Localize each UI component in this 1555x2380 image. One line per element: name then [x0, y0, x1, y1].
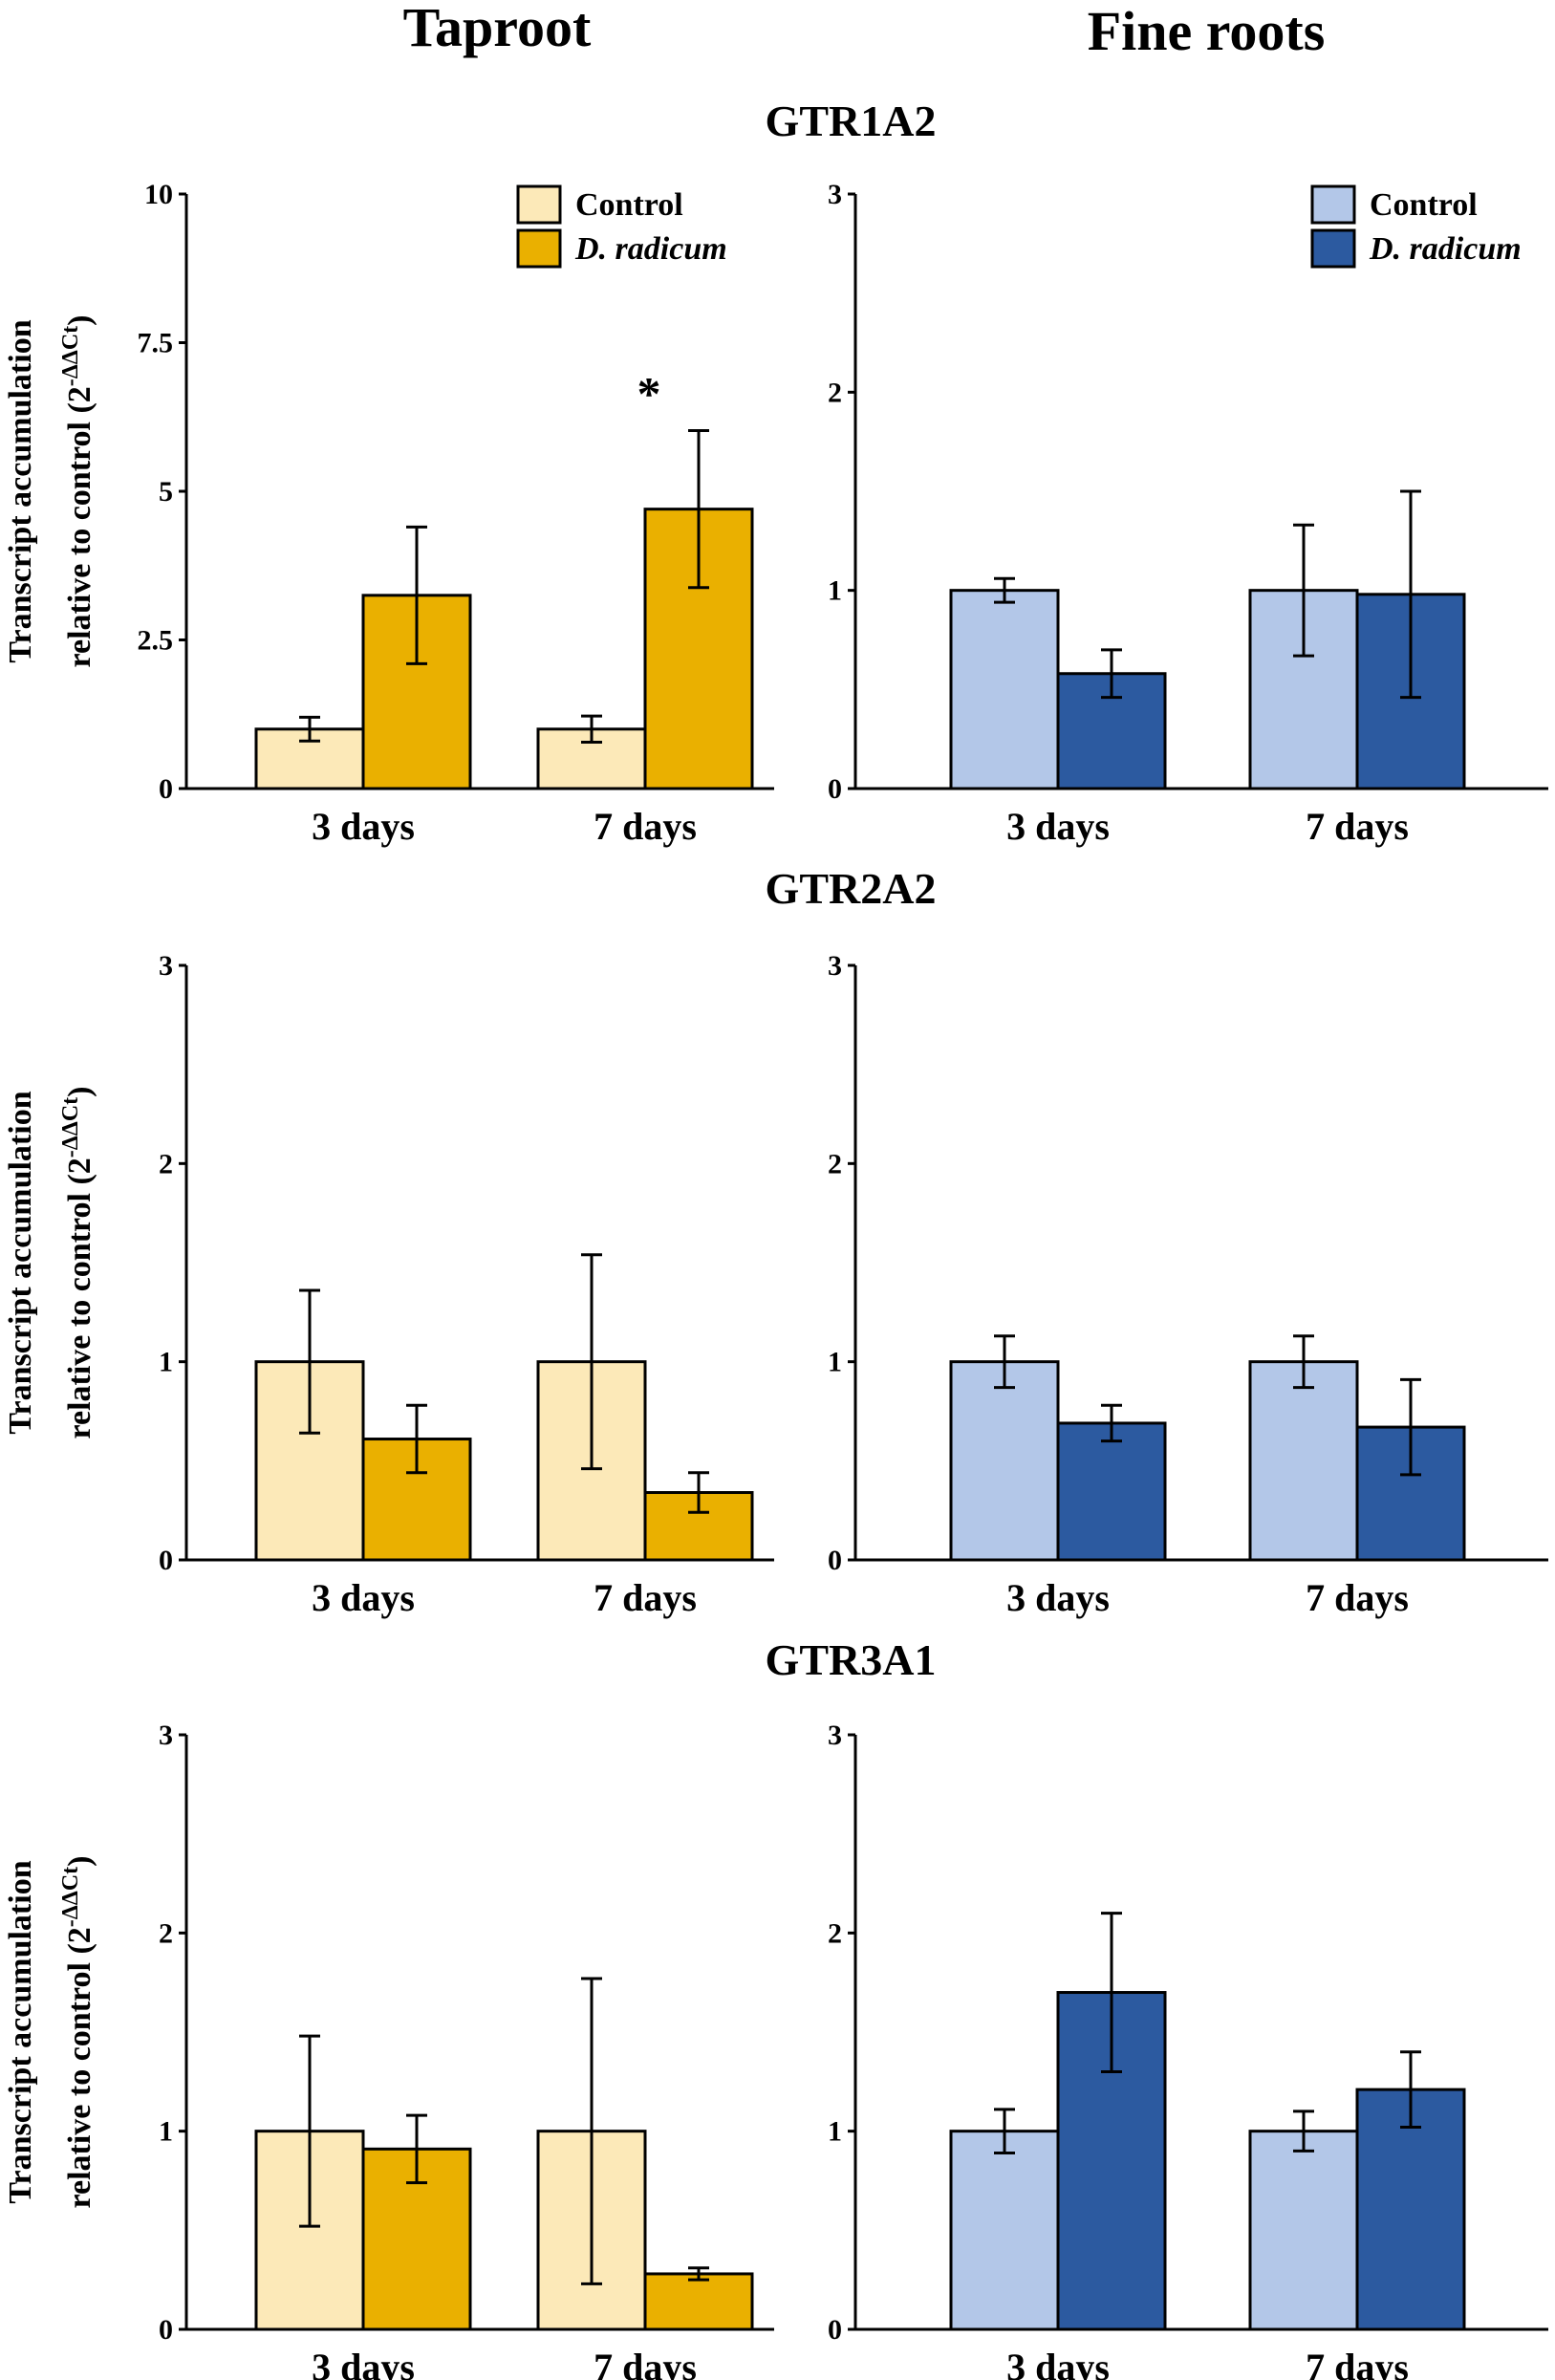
x-category-label: 7 days — [594, 805, 697, 848]
gene-title-gtr3a1: GTR3A1 — [766, 1635, 937, 1684]
legend-swatch-control — [516, 184, 562, 225]
legend-label-control: Control — [1370, 187, 1478, 223]
y-tick-label: 10 — [144, 179, 173, 210]
legend-swatch-d-radicum — [1310, 228, 1356, 269]
y-tick-label: 3 — [159, 950, 173, 982]
y-tick-label: 5 — [159, 476, 173, 508]
y-tick-label: 2 — [159, 1148, 173, 1179]
y-tick-label: 2 — [828, 1917, 842, 1949]
ylabel-close: ) — [62, 1855, 97, 1866]
y-axis-label: Transcript accumulation relative to contr… — [3, 1086, 97, 1439]
y-tick-label: 3 — [828, 950, 842, 982]
x-category-label: 7 days — [594, 1576, 697, 1619]
ylabel-superscript: -ΔΔCt — [58, 1867, 83, 1927]
y-axis-label-line1: Transcript accumulation — [3, 1091, 38, 1434]
ylabel-text: relative to control (2 — [62, 1927, 97, 2208]
y-tick-label: 0 — [159, 2314, 173, 2346]
y-tick-label: 0 — [159, 773, 173, 805]
y-tick-label: 1 — [828, 575, 842, 607]
column-title-taproot: Taproot — [403, 0, 592, 58]
y-tick-label: 0 — [159, 1545, 173, 1576]
bar-control-7-days — [1248, 1360, 1359, 1562]
chart-panel-gtr1a2-fine-roots: 0 1 2 3 3 days 7 days Control D. radicum — [828, 179, 1548, 848]
y-tick-label: 0 — [828, 773, 842, 805]
bar-d-radicum-3-days — [1056, 1991, 1167, 2331]
chart-panel-gtr3a1-taproot: 0 1 2 3 3 days 7 days Transcript accumulation r… — [3, 1720, 774, 2380]
x-category-label: 3 days — [312, 2346, 415, 2380]
bar-d-radicum-7-days — [1355, 2088, 1466, 2331]
chart-panel-gtr2a2-taproot: 0 1 2 3 3 days 7 days Transcript accumulation r… — [3, 950, 774, 1619]
x-category-label: 3 days — [1006, 1576, 1110, 1619]
y-tick-label: 0 — [828, 2314, 842, 2346]
x-category-label: 3 days — [1006, 2346, 1110, 2380]
chart-panel-gtr3a1-fine-roots: 0 1 2 3 3 days 7 days — [828, 1720, 1548, 2380]
y-axis-label-line1: Transcript accumulation — [3, 319, 38, 662]
y-tick-label: 3 — [159, 1720, 173, 1751]
bar-control-3-days — [949, 1360, 1060, 1562]
y-axis-label-line1: Transcript accumulation — [3, 1860, 38, 2203]
x-category-label: 7 days — [1306, 1576, 1409, 1619]
bar-d-radicum-7-days — [643, 2272, 754, 2331]
legend-swatch-d-radicum — [516, 228, 562, 269]
y-tick-label: 7.5 — [138, 328, 174, 359]
legend-label-control: Control — [575, 187, 683, 223]
chart-panel-gtr1a2-taproot: 0 2.5 5 7.5 10 3 days 7 days * Control D. radicum… — [3, 179, 774, 848]
ylabel-close: ) — [62, 1086, 97, 1096]
bar-control-7-days — [1248, 2130, 1359, 2331]
legend-label-d-radicum: D. radicum — [574, 231, 727, 267]
x-category-label: 3 days — [312, 805, 415, 848]
y-tick-label: 2 — [828, 1148, 842, 1179]
y-tick-label: 2 — [159, 1917, 173, 1949]
x-category-label: 7 days — [1306, 805, 1409, 848]
ylabel-close: ) — [62, 314, 97, 325]
gene-title-gtr2a2: GTR2A2 — [766, 864, 937, 913]
ylabel-superscript: -ΔΔCt — [58, 1097, 83, 1158]
bar-control-3-days — [949, 589, 1060, 790]
y-axis-label: Transcript accumulation relative to contr… — [3, 314, 97, 667]
x-category-label: 3 days — [312, 1576, 415, 1619]
bar-control-3-days — [949, 2130, 1060, 2331]
y-tick-label: 2.5 — [138, 625, 174, 657]
legend-label-d-radicum: D. radicum — [1369, 231, 1522, 267]
x-category-label: 7 days — [1306, 2346, 1409, 2380]
y-tick-label: 3 — [828, 179, 842, 210]
y-tick-label: 3 — [828, 1720, 842, 1751]
y-tick-label: 1 — [159, 1347, 173, 1378]
y-tick-label: 2 — [828, 377, 842, 408]
ylabel-text: relative to control (2 — [62, 1158, 97, 1439]
column-title-fine-roots: Fine roots — [1088, 0, 1326, 62]
gene-title-gtr1a2: GTR1A2 — [766, 97, 937, 145]
y-tick-label: 0 — [828, 1545, 842, 1576]
bar-d-radicum-3-days — [1056, 1421, 1167, 1562]
significance-star: * — [637, 367, 661, 421]
y-tick-label: 1 — [159, 2116, 173, 2148]
y-axis-label-line2: relative to control (2-ΔΔCt) — [58, 314, 97, 667]
y-tick-label: 1 — [828, 2116, 842, 2148]
chart-panel-gtr2a2-fine-roots: 0 1 2 3 3 days 7 days — [828, 950, 1548, 1619]
ylabel-superscript: -ΔΔCt — [58, 326, 83, 386]
x-category-label: 3 days — [1006, 805, 1110, 848]
y-axis-label-line2: relative to control (2-ΔΔCt) — [58, 1855, 97, 2208]
x-category-label: 7 days — [594, 2346, 697, 2380]
y-axis-label-line2: relative to control (2-ΔΔCt) — [58, 1086, 97, 1439]
ylabel-text: relative to control (2 — [62, 386, 97, 667]
y-axis-label: Transcript accumulation relative to contr… — [3, 1855, 97, 2208]
legend-swatch-control — [1310, 184, 1356, 225]
y-tick-label: 1 — [828, 1347, 842, 1378]
